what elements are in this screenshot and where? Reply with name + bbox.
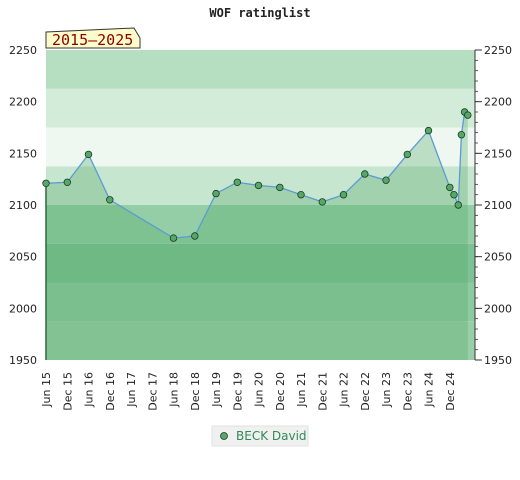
y-tick-label-left: 2100 bbox=[9, 199, 37, 212]
rating-area bbox=[46, 112, 468, 360]
data-point bbox=[254, 181, 263, 190]
data-point bbox=[84, 150, 93, 159]
data-point bbox=[169, 234, 178, 242]
x-tick-label: Dec 22 bbox=[359, 372, 372, 411]
x-tick-label: Jun 17 bbox=[125, 372, 138, 408]
x-tick-label: Jun 22 bbox=[338, 372, 351, 408]
data-point bbox=[212, 189, 220, 198]
x-tick-label: Dec 24 bbox=[444, 372, 457, 411]
x-tick-label: Dec 17 bbox=[146, 372, 159, 411]
band bbox=[46, 321, 475, 360]
x-tick-label: Jun 21 bbox=[295, 372, 308, 408]
x-tick-label: Jun 20 bbox=[253, 372, 266, 408]
band bbox=[46, 88, 475, 128]
y-axis-right: 1950 2000 2050 2100 2150 2200 2250 bbox=[474, 44, 512, 367]
data-point bbox=[233, 178, 241, 186]
x-tick-label: Jun 24 bbox=[423, 372, 436, 408]
x-tick-label: Jun 23 bbox=[380, 372, 393, 408]
data-point bbox=[106, 196, 114, 204]
data-point bbox=[191, 232, 199, 240]
y-tick-label-right: 2150 bbox=[484, 147, 512, 160]
data-point bbox=[42, 179, 50, 187]
band bbox=[46, 205, 475, 244]
data-point bbox=[382, 176, 390, 184]
x-tick-label: Jun 16 bbox=[83, 372, 96, 408]
data-point bbox=[276, 183, 284, 192]
y-tick-label-left: 2050 bbox=[9, 251, 37, 264]
band bbox=[46, 50, 475, 89]
y-axis-left: 1950 2000 2050 2100 2150 2200 2250 bbox=[9, 44, 37, 367]
x-tick-label: Dec 21 bbox=[316, 372, 329, 411]
data-point bbox=[424, 126, 433, 135]
data-points bbox=[42, 108, 472, 242]
y-tick-label-right: 2050 bbox=[484, 251, 512, 264]
data-point bbox=[63, 178, 71, 186]
y-tick-label-right: 2200 bbox=[484, 96, 512, 109]
legend: BECK David bbox=[211, 425, 309, 447]
band bbox=[46, 282, 475, 322]
x-tick-label: Dec 19 bbox=[231, 372, 244, 411]
data-point bbox=[297, 190, 305, 199]
y-tick-label-left: 2150 bbox=[9, 147, 37, 160]
x-tick-label: Dec 16 bbox=[104, 372, 117, 411]
x-tick-label: Jun 15 bbox=[40, 372, 53, 408]
data-point bbox=[446, 183, 454, 192]
x-tick-label: Dec 15 bbox=[61, 372, 74, 411]
data-point bbox=[464, 111, 472, 119]
chart-title: WOF ratinglist bbox=[209, 6, 310, 20]
y-tick-label-right: 2100 bbox=[484, 199, 512, 212]
y-tick-label-right: 2000 bbox=[484, 302, 512, 315]
legend-label: BECK David bbox=[236, 429, 307, 443]
data-point bbox=[403, 150, 411, 159]
y-tick-label-left: 2250 bbox=[9, 44, 37, 57]
band bbox=[46, 243, 475, 283]
data-point bbox=[339, 190, 348, 199]
x-tick-label: Jun 19 bbox=[210, 372, 223, 408]
data-point bbox=[450, 190, 458, 199]
x-tick-label: Dec 23 bbox=[401, 372, 414, 411]
y-tick-label-right: 1950 bbox=[484, 354, 512, 367]
y-tick-label-left: 2200 bbox=[9, 96, 37, 109]
period-label: 2015–2025 bbox=[52, 31, 133, 49]
y-tick-label-left: 1950 bbox=[9, 354, 37, 367]
x-tick-label: Dec 20 bbox=[274, 372, 287, 411]
data-point bbox=[318, 198, 326, 206]
data-point bbox=[454, 201, 462, 209]
data-point bbox=[457, 130, 466, 139]
x-axis: Jun 15 Dec 15 Jun 16 Dec 16 Jun 17 Dec 17 Jun … bbox=[40, 372, 457, 411]
y-tick-label-left: 2000 bbox=[9, 302, 37, 315]
x-tick-label: Dec 18 bbox=[189, 372, 202, 411]
data-point bbox=[361, 170, 369, 178]
legend-marker bbox=[220, 432, 228, 440]
y-tick-label-right: 2250 bbox=[484, 44, 512, 57]
x-tick-label: Jun 18 bbox=[168, 372, 181, 408]
period-badge: 2015–2025 bbox=[45, 27, 141, 49]
